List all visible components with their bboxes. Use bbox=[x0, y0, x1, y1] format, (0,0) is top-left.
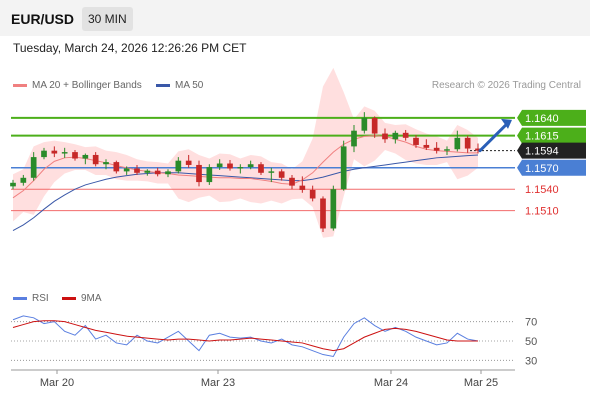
x-tick-label-3: Mar 25 bbox=[464, 377, 498, 389]
support-label-5: 1.1510 bbox=[525, 206, 559, 218]
candle-body-11 bbox=[123, 168, 130, 172]
candle-body-30 bbox=[320, 198, 326, 229]
support-label-4: 1.1540 bbox=[525, 184, 559, 196]
candle-body-1 bbox=[20, 177, 27, 183]
candle-body-16 bbox=[175, 160, 182, 172]
timestamp: Tuesday, March 24, 2026 12:26:26 PM CET bbox=[13, 41, 247, 55]
candle-body-24 bbox=[258, 164, 264, 173]
candle-body-10 bbox=[113, 162, 120, 172]
timeframe-badge[interactable]: 30 MIN bbox=[82, 7, 133, 31]
legend-rsi-ma: 9MA bbox=[62, 293, 102, 304]
candle-body-35 bbox=[371, 117, 378, 134]
candle-body-26 bbox=[278, 171, 285, 178]
resistance-label-1: 1.1615 bbox=[525, 131, 559, 143]
last-label-2: 1.1594 bbox=[525, 146, 559, 158]
candle-body-7 bbox=[82, 154, 89, 159]
candle-body-18 bbox=[196, 164, 202, 183]
candle-body-42 bbox=[444, 149, 450, 151]
rsi-ma-line bbox=[12, 320, 478, 352]
rsi-swatch bbox=[13, 296, 27, 300]
x-tick-label-1: Mar 23 bbox=[201, 377, 235, 389]
ma20-line bbox=[12, 135, 478, 199]
candle-body-29 bbox=[309, 189, 316, 199]
symbol-label: EUR/USD bbox=[11, 11, 75, 27]
bollinger-swatch bbox=[13, 83, 27, 87]
candle-body-17 bbox=[185, 160, 192, 165]
candle-body-14 bbox=[154, 170, 161, 175]
candle-body-33 bbox=[351, 130, 357, 147]
candle-body-36 bbox=[382, 133, 388, 140]
candle-body-8 bbox=[92, 154, 99, 165]
candle-body-39 bbox=[413, 137, 419, 145]
candle-body-25 bbox=[268, 171, 275, 173]
legend-bollinger: MA 20 + Bollinger Bands bbox=[13, 80, 142, 91]
candle-body-44 bbox=[464, 137, 471, 149]
candle-body-2 bbox=[30, 157, 37, 178]
candle-body-3 bbox=[41, 150, 47, 158]
bollinger-band bbox=[13, 67, 478, 238]
legend-ma50: MA 50 bbox=[156, 80, 203, 91]
candle-body-23 bbox=[247, 164, 254, 168]
candle-body-40 bbox=[423, 144, 430, 148]
pivot-tag-3 bbox=[517, 159, 586, 176]
candle-body-37 bbox=[392, 132, 399, 140]
candle-body-6 bbox=[72, 152, 78, 159]
candle-body-32 bbox=[340, 146, 347, 190]
candle-body-12 bbox=[134, 168, 140, 173]
candle-body-19 bbox=[206, 167, 213, 183]
candle-body-22 bbox=[237, 167, 244, 169]
forecast-arrow-head bbox=[501, 118, 512, 129]
candle-body-43 bbox=[454, 137, 461, 150]
candle-body-5 bbox=[61, 152, 68, 154]
legend-rsi-label: RSI bbox=[32, 293, 49, 304]
candle-body-0 bbox=[10, 182, 16, 187]
candle-body-38 bbox=[402, 132, 409, 138]
candle-body-27 bbox=[289, 177, 295, 186]
legend-rsi-ma-label: 9MA bbox=[81, 293, 102, 304]
candle-body-28 bbox=[299, 185, 306, 190]
rsi-tick-50: 50 bbox=[525, 336, 537, 348]
pivot-label-3: 1.1570 bbox=[525, 163, 559, 175]
candle-body-41 bbox=[433, 147, 440, 151]
rsi-ma-swatch bbox=[62, 296, 76, 300]
candle-body-31 bbox=[330, 189, 337, 229]
resistance-tag-1 bbox=[517, 127, 586, 144]
forecast-arrow-shaft bbox=[478, 121, 510, 153]
x-tick-label-0: Mar 20 bbox=[40, 377, 74, 389]
x-tick-label-2: Mar 24 bbox=[374, 377, 408, 389]
candle-body-15 bbox=[165, 171, 171, 175]
resistance-label-0: 1.1640 bbox=[525, 113, 559, 125]
resistance-tag-0 bbox=[517, 109, 586, 126]
candle-body-20 bbox=[216, 163, 223, 168]
ma50-line bbox=[12, 154, 479, 232]
candle-body-13 bbox=[144, 170, 151, 173]
ma50-swatch bbox=[156, 83, 170, 87]
rsi-tick-70: 70 bbox=[525, 317, 537, 329]
candle-body-21 bbox=[227, 163, 233, 169]
credit-text: Research © 2026 Trading Central bbox=[431, 80, 581, 91]
header-bar: EUR/USD 30 MIN bbox=[0, 0, 590, 36]
last-tag-2 bbox=[517, 142, 586, 159]
legend-ma50-label: MA 50 bbox=[175, 80, 204, 91]
candle-body-9 bbox=[103, 162, 109, 165]
candle-body-45 bbox=[475, 148, 481, 151]
legend-rsi: RSI bbox=[13, 293, 49, 304]
legend-bollinger-label: MA 20 + Bollinger Bands bbox=[32, 80, 142, 91]
candle-body-34 bbox=[361, 117, 368, 131]
rsi-tick-30: 30 bbox=[525, 355, 537, 367]
candle-body-4 bbox=[51, 150, 58, 154]
